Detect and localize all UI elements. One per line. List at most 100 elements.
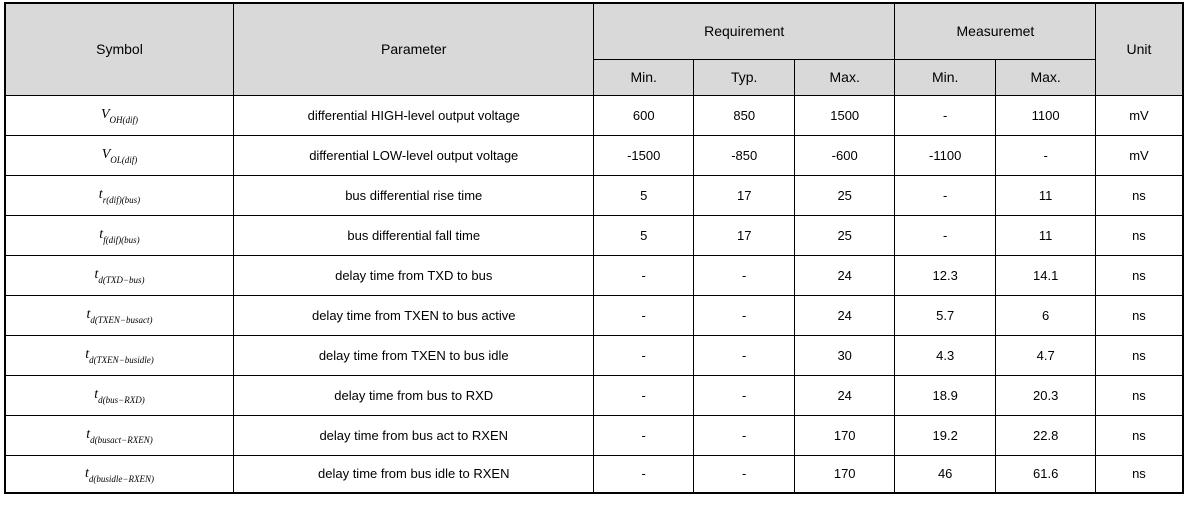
cell-req-min: - <box>593 455 693 493</box>
table-row: td(TXEN−busact) delay time from TXEN to b… <box>5 295 1183 335</box>
cell-parameter: bus differential fall time <box>234 215 594 255</box>
cell-meas-max: 6 <box>995 295 1095 335</box>
cell-parameter: bus differential rise time <box>234 175 594 215</box>
symbol-text: td(TXD−bus) <box>95 267 145 282</box>
symbol-text: td(bus−RXD) <box>94 387 144 402</box>
header-requirement: Requirement <box>593 3 894 59</box>
cell-unit: ns <box>1096 335 1183 375</box>
symbol-text: VOH(dif) <box>101 107 138 122</box>
cell-meas-min: 4.3 <box>895 335 995 375</box>
cell-meas-max: 20.3 <box>995 375 1095 415</box>
cell-parameter: delay time from bus idle to RXEN <box>234 455 594 493</box>
cell-req-max: 24 <box>794 375 894 415</box>
cell-meas-min: 19.2 <box>895 415 995 455</box>
symbol-subscript: OL(dif) <box>110 155 137 165</box>
symbol-subscript: r(dif)(bus) <box>103 195 141 205</box>
table-row: tf(dif)(bus)bus differential fall time51… <box>5 215 1183 255</box>
cell-meas-max: 22.8 <box>995 415 1095 455</box>
cell-symbol: VOL(dif) <box>5 135 234 175</box>
cell-req-typ: -850 <box>694 135 794 175</box>
header-symbol: Symbol <box>5 3 234 95</box>
symbol-subscript: d(TXD−bus) <box>98 275 144 285</box>
cell-meas-min: 46 <box>895 455 995 493</box>
cell-meas-min: 18.9 <box>895 375 995 415</box>
table-row: td(TXD−bus)delay time from TXD to bus--2… <box>5 255 1183 295</box>
cell-meas-max: 11 <box>995 215 1095 255</box>
cell-req-typ: 17 <box>694 175 794 215</box>
symbol-text: tr(dif)(bus) <box>99 187 140 202</box>
cell-req-max: 170 <box>794 415 894 455</box>
cell-req-max: 24 <box>794 295 894 335</box>
symbol-text: tf(dif)(bus) <box>99 227 139 242</box>
table-body: VOH(dif) differential HIGH-level output v… <box>5 95 1183 493</box>
cell-symbol: VOH(dif) <box>5 95 234 135</box>
symbol-text: VOL(dif) <box>102 147 138 162</box>
cell-unit: ns <box>1096 255 1183 295</box>
table-header: Symbol Parameter Requirement Measuremet … <box>5 3 1183 95</box>
cell-symbol: td(TXD−bus) <box>5 255 234 295</box>
cell-meas-max: 14.1 <box>995 255 1095 295</box>
cell-unit: ns <box>1096 375 1183 415</box>
cell-req-min: - <box>593 295 693 335</box>
header-req-max: Max. <box>794 59 894 95</box>
table-row: td(busact−RXEN) delay time from bus act t… <box>5 415 1183 455</box>
header-measurement: Measuremet <box>895 3 1096 59</box>
table-row: VOL(dif) differential LOW-level output vo… <box>5 135 1183 175</box>
cell-req-max: 24 <box>794 255 894 295</box>
symbol-text: td(TXEN−busidle) <box>85 347 153 362</box>
header-req-typ: Typ. <box>694 59 794 95</box>
symbol-text: td(TXEN−busact) <box>87 307 153 322</box>
cell-unit: mV <box>1096 135 1183 175</box>
symbol-base: V <box>102 147 111 162</box>
cell-meas-max: 4.7 <box>995 335 1095 375</box>
cell-meas-max: - <box>995 135 1095 175</box>
table-row: tr(dif)(bus) bus differential rise time51… <box>5 175 1183 215</box>
cell-symbol: td(TXEN−busact) <box>5 295 234 335</box>
cell-symbol: td(busidle−RXEN) <box>5 455 234 493</box>
cell-req-typ: 17 <box>694 215 794 255</box>
symbol-subscript: d(TXEN−busidle) <box>89 355 154 365</box>
symbol-subscript: d(bus−RXD) <box>98 395 145 405</box>
cell-req-max: 25 <box>794 175 894 215</box>
cell-req-max: 1500 <box>794 95 894 135</box>
symbol-base: V <box>101 107 110 122</box>
cell-req-typ: - <box>694 415 794 455</box>
cell-parameter: differential LOW-level output voltage <box>234 135 594 175</box>
table-row: td(bus−RXD)delay time from bus to RXD--2… <box>5 375 1183 415</box>
cell-req-typ: 850 <box>694 95 794 135</box>
header-req-min: Min. <box>593 59 693 95</box>
header-unit: Unit <box>1096 3 1183 95</box>
table-row: td(busidle−RXEN)delay time from bus idle… <box>5 455 1183 493</box>
cell-parameter: delay time from TXEN to bus active <box>234 295 594 335</box>
cell-req-min: 5 <box>593 215 693 255</box>
cell-parameter: delay time from TXD to bus <box>234 255 594 295</box>
symbol-text: td(busact−RXEN) <box>86 427 152 442</box>
cell-req-typ: - <box>694 375 794 415</box>
cell-req-min: - <box>593 415 693 455</box>
symbol-subscript: f(dif)(bus) <box>103 235 140 245</box>
cell-req-typ: - <box>694 255 794 295</box>
cell-symbol: tr(dif)(bus) <box>5 175 234 215</box>
cell-parameter: delay time from bus act to RXEN <box>234 415 594 455</box>
header-meas-min: Min. <box>895 59 995 95</box>
cell-symbol: td(bus−RXD) <box>5 375 234 415</box>
cell-req-min: 5 <box>593 175 693 215</box>
cell-meas-max: 1100 <box>995 95 1095 135</box>
cell-meas-min: - <box>895 215 995 255</box>
cell-parameter: differential HIGH-level output voltage <box>234 95 594 135</box>
cell-unit: ns <box>1096 215 1183 255</box>
cell-symbol: tf(dif)(bus) <box>5 215 234 255</box>
cell-symbol: td(TXEN−busidle) <box>5 335 234 375</box>
cell-req-max: -600 <box>794 135 894 175</box>
cell-parameter: delay time from TXEN to bus idle <box>234 335 594 375</box>
cell-req-min: - <box>593 335 693 375</box>
cell-req-max: 25 <box>794 215 894 255</box>
header-row-main: Symbol Parameter Requirement Measuremet … <box>5 3 1183 59</box>
cell-req-typ: - <box>694 295 794 335</box>
cell-meas-min: - <box>895 95 995 135</box>
cell-meas-min: - <box>895 175 995 215</box>
cell-meas-min: 12.3 <box>895 255 995 295</box>
cell-req-min: - <box>593 375 693 415</box>
cell-req-min: - <box>593 255 693 295</box>
cell-req-typ: - <box>694 335 794 375</box>
